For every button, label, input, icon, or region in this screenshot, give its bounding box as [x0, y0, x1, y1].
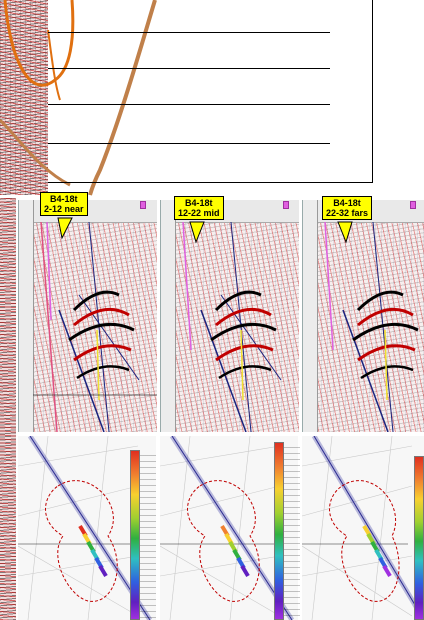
time-axis	[161, 200, 176, 432]
interpretation-overlay	[33, 221, 157, 432]
callout-label-mid: B4-18t 12-22 mid	[174, 196, 224, 220]
grid-line	[48, 68, 330, 69]
panel-border	[330, 182, 373, 183]
callout-well-name: B4-18t	[185, 198, 213, 208]
color-scale-labels	[140, 450, 156, 618]
well-marker-icon	[283, 201, 289, 209]
callout-label-far: B4-18t 22-32 fars	[322, 196, 373, 220]
callout-angle-range: 12-22 mid	[178, 208, 220, 218]
time-axis	[303, 200, 318, 432]
seismic-panel-near	[18, 200, 157, 432]
grid-line	[48, 32, 330, 33]
interpretation-overlay	[182, 221, 282, 432]
well-paths-top	[0, 0, 157, 196]
callout-pointers	[57, 217, 353, 244]
map-overlay	[160, 436, 295, 620]
well-marker-icon	[410, 201, 416, 209]
callout-label-near: B4-18t 2-12 near	[40, 192, 88, 216]
attribute-map-far	[302, 436, 424, 620]
time-axis	[19, 200, 34, 432]
attribute-map-near	[18, 436, 156, 620]
grid-line	[48, 182, 330, 183]
callout-well-name: B4-18t	[50, 194, 78, 204]
callout-well-name: B4-18t	[333, 198, 361, 208]
interpretation-overlay	[324, 221, 419, 432]
color-scale-labels	[284, 442, 300, 618]
map-overlay	[302, 436, 424, 620]
panel-border	[372, 0, 373, 182]
grid-line	[48, 143, 330, 144]
color-scale-bar	[414, 456, 424, 620]
color-scale-bar	[130, 450, 140, 620]
callout-angle-range: 2-12 near	[44, 204, 84, 214]
color-scale-bar	[274, 442, 284, 620]
callout-angle-range: 22-32 fars	[326, 208, 369, 218]
seismic-panel-mid	[160, 200, 299, 432]
well-marker-icon	[140, 201, 146, 209]
seismic-section-left-strip	[0, 198, 16, 620]
seismic-panel-far	[302, 200, 424, 432]
attribute-map-mid	[160, 436, 300, 620]
grid-line	[48, 104, 330, 105]
